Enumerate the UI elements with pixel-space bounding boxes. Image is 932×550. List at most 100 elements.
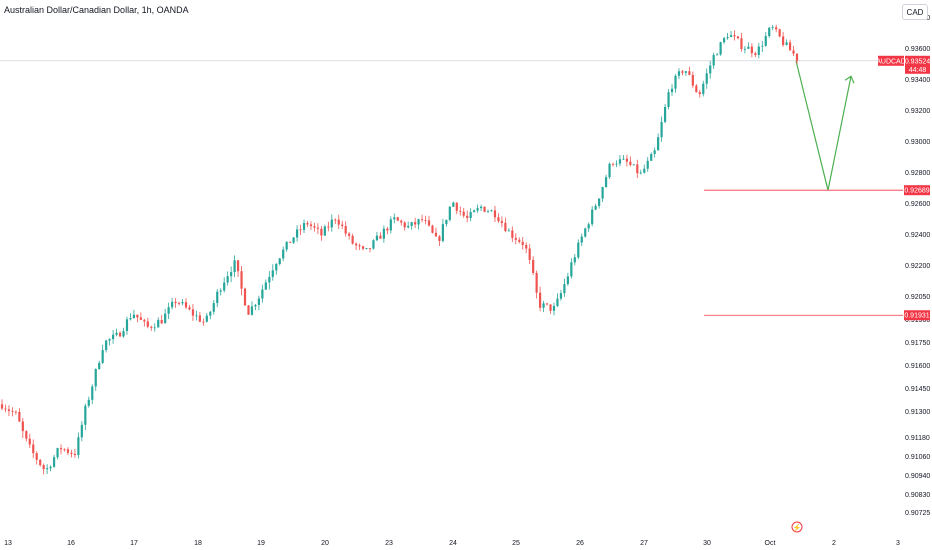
time-tick-label: 19 <box>257 540 265 547</box>
candle-body <box>309 224 313 227</box>
candle-body <box>764 35 767 46</box>
candle-body <box>198 315 201 322</box>
projection-arrow[interactable] <box>795 60 852 191</box>
bar-countdown: 44:48 <box>909 67 927 74</box>
price-tick-label: 0.92400 <box>905 232 930 239</box>
candle-body <box>0 404 4 409</box>
candle-body <box>594 205 597 210</box>
candle-body <box>105 340 108 351</box>
candle-body <box>424 219 427 221</box>
price-tick-label: 0.93600 <box>905 46 930 53</box>
price-tick-label: 0.92200 <box>905 263 930 270</box>
candle-body <box>500 221 504 223</box>
candle-body <box>108 339 111 341</box>
candle-body <box>740 38 743 50</box>
candle-body <box>695 85 698 93</box>
candle-body <box>35 453 38 460</box>
candle-body <box>396 217 399 221</box>
candle-body <box>785 42 788 45</box>
candle-body <box>316 227 320 229</box>
candle-body <box>70 452 73 454</box>
candle-body <box>639 172 642 174</box>
candle-body <box>243 288 247 306</box>
candle-body <box>681 71 684 73</box>
candle-body <box>59 448 63 450</box>
candle-body <box>625 158 628 162</box>
candle-body <box>355 243 358 246</box>
candle-body <box>94 368 97 387</box>
candle-body <box>445 219 448 225</box>
candle-body <box>754 53 757 55</box>
candle-body <box>351 235 354 244</box>
candle-body <box>580 236 583 243</box>
candle-body <box>559 293 563 299</box>
candle-body <box>327 226 330 228</box>
price-tick-label: 0.93200 <box>905 108 930 115</box>
candle-body <box>261 289 264 299</box>
candle-body <box>629 161 632 165</box>
candle-body <box>761 45 764 47</box>
candle-body <box>750 46 753 54</box>
candle-body <box>101 350 104 363</box>
timezone-icon[interactable]: ⚡ <box>791 521 803 533</box>
candle-body <box>549 304 552 311</box>
candle-body <box>223 282 226 291</box>
candle-body <box>389 219 392 231</box>
price-tick-label: 0.92800 <box>905 170 930 177</box>
candle-body <box>622 158 625 160</box>
candle-body <box>497 217 500 222</box>
price-tick-label: 0.91300 <box>905 409 930 416</box>
candle-body <box>698 92 701 95</box>
candle-body <box>209 311 212 316</box>
candle-body <box>181 302 184 304</box>
candle-body <box>483 206 486 212</box>
candle-body <box>632 164 635 166</box>
candle-body <box>323 226 326 236</box>
price-tick-label: 0.93000 <box>905 139 930 146</box>
time-tick-label: 18 <box>194 540 202 547</box>
candle-body <box>275 263 278 271</box>
candle-body <box>341 224 344 227</box>
candle-body <box>84 405 87 425</box>
candle-body <box>80 424 83 438</box>
candle-body <box>184 302 188 308</box>
candle-body <box>191 309 195 316</box>
price-tick-label: 0.93400 <box>905 77 930 84</box>
candle-body <box>539 292 542 308</box>
candle-body <box>729 35 733 38</box>
candle-body <box>486 211 490 213</box>
candle-body <box>348 233 351 236</box>
candle-body <box>709 65 712 74</box>
candle-body <box>32 444 35 454</box>
currency-badge[interactable]: CAD <box>902 4 928 20</box>
candle-body <box>136 314 139 318</box>
candle-body <box>511 230 514 238</box>
candle-body <box>657 137 660 151</box>
time-tick-label: 25 <box>512 540 520 547</box>
candle-body <box>514 237 517 240</box>
candle-body <box>87 399 90 406</box>
svg-text:⚡: ⚡ <box>793 523 802 532</box>
price-axis[interactable]: 0.938000.936000.934000.932000.930000.928… <box>905 15 930 517</box>
time-tick-label: 3 <box>896 540 900 547</box>
candle-body <box>358 245 361 247</box>
candle-body <box>414 222 417 225</box>
candle-body <box>247 305 250 315</box>
candle-body <box>302 223 306 230</box>
candle-body <box>125 319 129 332</box>
time-axis[interactable]: 13 16 17 18 19 20 23 24 25 26 27 30 Oct 2 3 <box>4 540 900 547</box>
candle-body <box>49 466 52 469</box>
chart-title: Australian Dollar/Canadian Dollar, 1h, O… <box>4 5 189 15</box>
candle-body <box>46 468 49 470</box>
candle-body <box>205 315 208 322</box>
candle-body <box>188 307 191 310</box>
candle-body <box>792 50 795 54</box>
price-tick-label: 0.91060 <box>905 454 930 461</box>
candle-body <box>667 92 670 107</box>
candle-body <box>230 272 233 277</box>
candle-body <box>28 438 31 445</box>
candle-body <box>584 228 587 237</box>
time-tick-label: 26 <box>576 540 584 547</box>
candle-body <box>52 457 56 467</box>
